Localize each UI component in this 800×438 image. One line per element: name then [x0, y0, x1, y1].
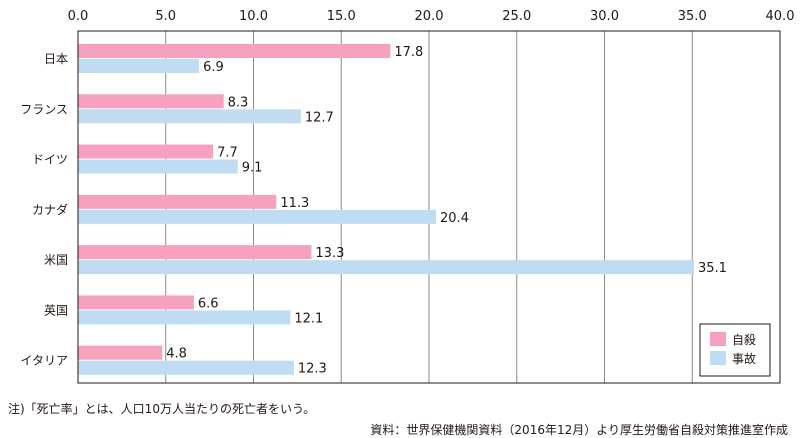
value-label: 13.3 — [315, 246, 344, 261]
bar-accident — [78, 310, 291, 325]
value-label: 6.6 — [198, 296, 219, 311]
x-tick-label: 35.0 — [678, 9, 707, 24]
category-label: カナダ — [32, 202, 68, 217]
value-label: 11.3 — [280, 196, 309, 211]
bar-accident — [78, 159, 238, 174]
bar-suicide — [78, 44, 391, 58]
bar-suicide — [78, 94, 224, 109]
value-label: 8.3 — [228, 95, 249, 110]
value-labels: 17.8 6.9 8.3 12.7 7.7 9.1 11.3 20.4 13.3 35.1 6.6 1… — [166, 45, 727, 377]
value-label: 12.7 — [305, 110, 334, 125]
bar-accident — [78, 209, 437, 224]
value-label: 17.8 — [394, 45, 423, 60]
x-tick-label: 5.0 — [155, 9, 176, 24]
category-label: 英国 — [44, 303, 68, 317]
bar-accident — [78, 360, 294, 375]
value-label: 12.1 — [294, 311, 323, 326]
value-label: 6.9 — [203, 60, 224, 75]
bar-suicide — [78, 345, 163, 360]
x-tick-label: 10.0 — [239, 9, 268, 24]
x-tick-label: 40.0 — [766, 9, 795, 24]
value-label: 4.8 — [166, 347, 187, 362]
category-label: 日本 — [44, 52, 68, 66]
footnote: 注)「死亡率」とは、人口10万人当たりの死亡者をいう。 — [8, 402, 316, 416]
source-note: 資料：世界保健機関資料（2016年12月）より厚生労働省自殺対策推進室作成 — [370, 423, 788, 437]
bar-accident — [78, 59, 200, 73]
category-label: イタリア — [20, 354, 68, 368]
x-tick-label: 0.0 — [68, 9, 89, 24]
legend-swatch — [710, 332, 726, 346]
x-tick-label: 30.0 — [590, 9, 619, 24]
legend-label: 自殺 — [732, 333, 756, 347]
category-label: フランス — [20, 102, 68, 116]
value-label: 12.3 — [298, 362, 327, 377]
legend-label: 事故 — [732, 351, 756, 366]
value-label: 35.1 — [698, 261, 727, 276]
bar-suicide — [78, 194, 277, 209]
bar-suicide — [78, 144, 214, 159]
bar-chart: 17.8 6.9 8.3 12.7 7.7 9.1 11.3 20.4 13.3 35.1 6.6 1… — [20, 9, 795, 384]
x-tick-labels: 0.0 5.0 10.0 15.0 20.0 25.0 30.0 35.0 40.0 — [68, 9, 795, 24]
bars — [78, 44, 695, 375]
bar-accident — [78, 109, 301, 124]
value-label: 20.4 — [440, 211, 469, 226]
bar-accident — [78, 260, 695, 275]
category-label: 米国 — [44, 253, 68, 267]
x-tick-label: 20.0 — [415, 9, 444, 24]
grid-lines — [165, 31, 693, 383]
category-label: ドイツ — [32, 153, 68, 167]
value-label: 7.7 — [217, 146, 238, 161]
legend-swatch — [710, 351, 726, 365]
bar-suicide — [78, 295, 194, 310]
value-label: 9.1 — [242, 161, 263, 176]
bar-suicide — [78, 245, 312, 260]
legend-box — [699, 323, 771, 377]
x-tick-label: 25.0 — [502, 9, 531, 24]
plot-frame — [77, 30, 781, 384]
x-tick-label: 15.0 — [327, 9, 356, 24]
